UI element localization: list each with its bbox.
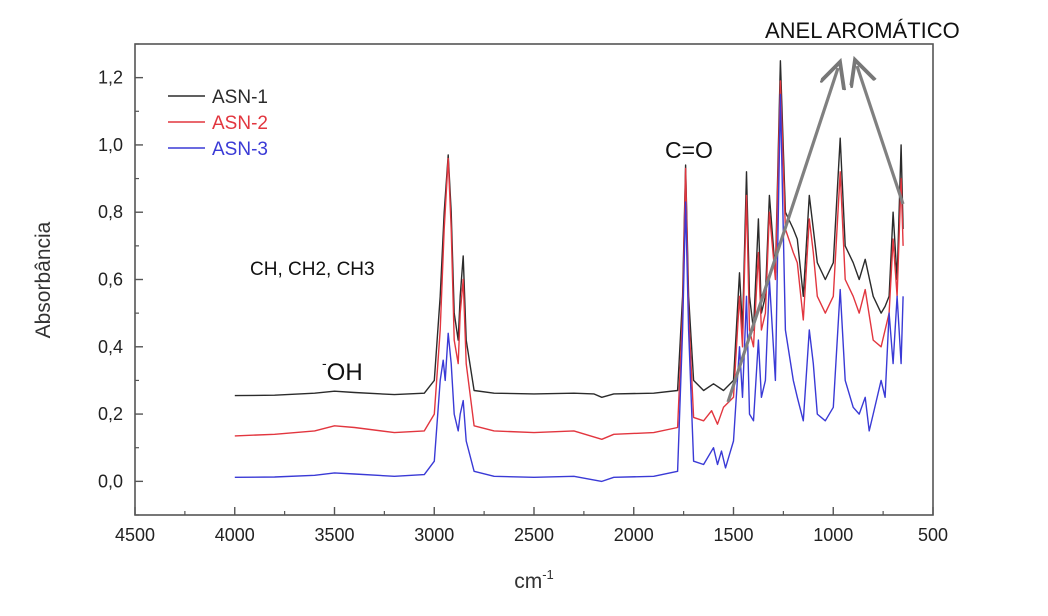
annotation-hydroxyl-text: OH [327, 359, 363, 386]
axis-ticks [134, 43, 934, 516]
x-tick-label: 3500 [314, 525, 354, 545]
legend-label-asn-2: ASN-2 [212, 113, 268, 134]
series-line-asn-3 [234, 93, 904, 483]
axis-tick-labels: 4500 4000 3500 3000 2500 2000 1500 1000 500 0,0 0,… [98, 68, 948, 545]
legend-label-asn-3: ASN-3 [212, 139, 268, 160]
annotation-ch-groups: CH, CH2, CH3 [250, 259, 375, 280]
x-tick-label: 4000 [215, 525, 255, 545]
y-tick-label: 0,0 [98, 471, 123, 491]
y-tick-label: 0,6 [98, 270, 123, 290]
y-tick-label: 1,2 [98, 68, 123, 88]
annotation-aromatic-ring: ANEL AROMÁTICO [765, 18, 960, 43]
aromatic-arrow-left [726, 68, 838, 403]
y-tick-label: 0,2 [98, 404, 123, 424]
y-tick-label: 1,0 [98, 135, 123, 155]
annotation-hydroxyl: -OH [322, 355, 363, 386]
x-tick-label: 2500 [514, 525, 554, 545]
x-tick-label: 4500 [115, 525, 155, 545]
series-line-asn-1 [234, 60, 904, 398]
y-tick-label: 0,4 [98, 337, 123, 357]
legend-label-asn-1: ASN-1 [212, 87, 268, 108]
x-tick-label: 500 [918, 525, 948, 545]
legend: ASN-1 ASN-2 ASN-3 [168, 87, 268, 160]
x-tick-label: 2000 [614, 525, 654, 545]
aromatic-arrow-right [857, 66, 905, 205]
annotation-carbonyl: C=O [665, 137, 713, 163]
y-axis-label: Absorbância [32, 221, 55, 338]
y-tick-label: 0,8 [98, 202, 123, 222]
x-axis-label: cm-1 [514, 567, 554, 593]
x-axis-unit: cm [514, 570, 542, 593]
x-tick-label: 1500 [713, 525, 753, 545]
x-axis-unit-sup: -1 [542, 567, 554, 582]
series-line-asn-2 [234, 80, 904, 440]
x-tick-label: 1000 [813, 525, 853, 545]
annotation-hydroxyl-sup: - [322, 355, 327, 371]
x-tick-label: 3000 [414, 525, 454, 545]
